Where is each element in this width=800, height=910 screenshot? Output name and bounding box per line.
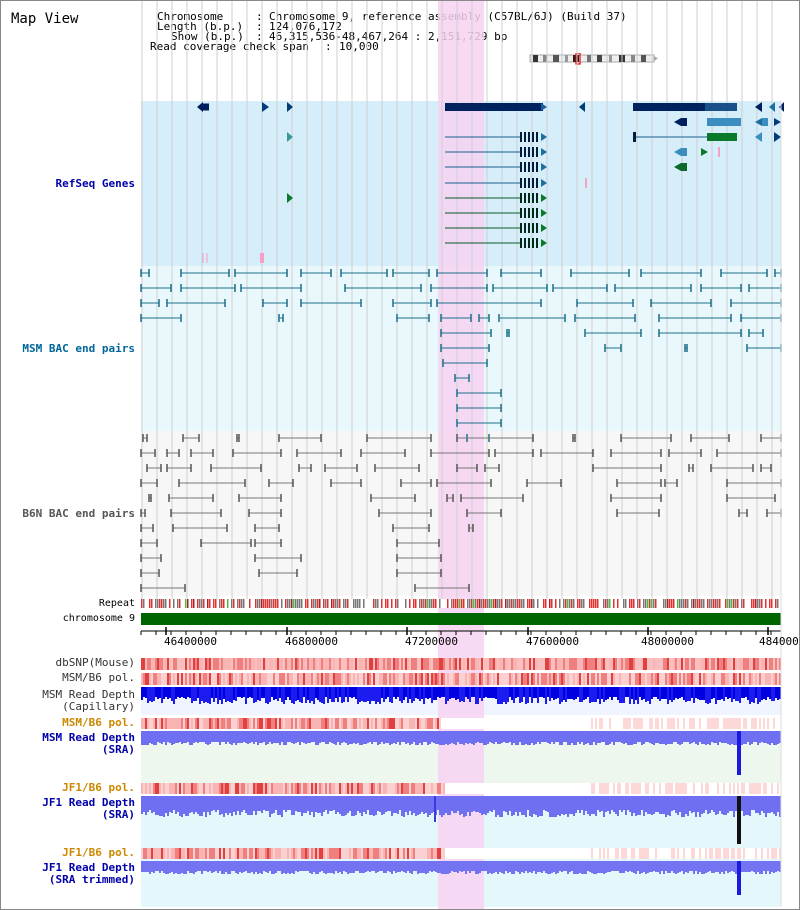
axis-tick-label: 47200000 <box>405 635 458 648</box>
info-colon: : <box>325 40 332 53</box>
jf1-read-depth-sra-sublabel: (SRA) <box>101 808 135 821</box>
msm-bac-pairs <box>140 269 782 442</box>
b6n-bac-label[interactable]: B6N BAC end pairs <box>22 507 135 520</box>
coverage-key: Read coverage check span <box>150 40 309 53</box>
axis-tick-label: 46800000 <box>285 635 338 648</box>
coverage-value: 10,000 <box>339 40 379 53</box>
msm-read-depth-sra-sublabel: (SRA) <box>101 743 135 756</box>
chromosome-label: chromosome 9 <box>62 613 135 624</box>
jf1-b6-pol-trim-label[interactable]: JF1/B6 pol. <box>62 846 135 859</box>
axis-ticks <box>140 627 772 635</box>
ideogram-position-marker <box>575 53 581 65</box>
jf1-read-depth-trim-sublabel: (SRA trimmed) <box>48 873 135 886</box>
length-value: 124,076,172 <box>269 20 342 33</box>
show-key: Show (b.p.) <box>171 30 244 43</box>
axis-tick-label: 484000 <box>759 635 799 648</box>
axis-tick-label: 46400000 <box>164 635 217 648</box>
jf1-b6-pol-label[interactable]: JF1/B6 pol. <box>62 781 135 794</box>
axis-tick-label: 47600000 <box>526 635 579 648</box>
msm-read-depth-cap-label[interactable]: MSM Read Depth <box>42 688 135 701</box>
chromosome-key: Chromosome <box>157 10 224 23</box>
repeat-track <box>141 599 781 608</box>
info-colon: : <box>256 20 263 33</box>
jf1-read-depth-sra-label[interactable]: JF1 Read Depth <box>42 796 135 809</box>
length-key: Length (b.p.) <box>157 20 244 33</box>
msm-b6-pol-label[interactable]: MSM/B6 pol. <box>62 671 135 684</box>
info-colon: : <box>256 10 263 23</box>
signal-tracks <box>141 658 781 895</box>
msm-read-depth-cap-sublabel: (Capillary) <box>62 700 135 713</box>
vertical-grid <box>141 1 773 601</box>
repeat-label: Repeat <box>98 598 135 609</box>
map-view-title: Map View <box>11 11 79 27</box>
msm-b6-pol-sra-label[interactable]: MSM/B6 pol. <box>62 716 135 729</box>
msm-bac-label[interactable]: MSM BAC end pairs <box>22 342 135 355</box>
jf1-read-depth-trim-label[interactable]: JF1 Read Depth <box>42 861 135 874</box>
dbsnp-label[interactable]: dbSNP(Mouse) <box>55 656 135 669</box>
refseq-genes-label[interactable]: RefSeq Genes <box>55 177 135 190</box>
b6n-bac-pairs <box>140 434 782 592</box>
refseq-genes <box>197 102 784 263</box>
msm-read-depth-sra-label[interactable]: MSM Read Depth <box>42 731 135 744</box>
chromosome-bar <box>141 613 781 625</box>
info-colon: : <box>256 30 263 43</box>
axis-tick-label: 48000000 <box>641 635 694 648</box>
